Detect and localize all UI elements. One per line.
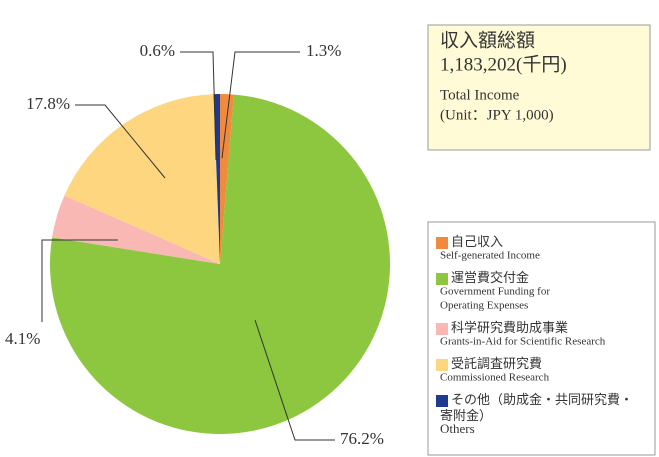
- leader-line: [180, 51, 217, 161]
- leader-line: [221, 51, 300, 159]
- pie-slice: [52, 195, 220, 264]
- legend-swatch: [436, 395, 448, 407]
- legend-swatch: [436, 323, 448, 335]
- legend-box: [427, 221, 656, 456]
- legend-label-en: Government Funding for: [440, 286, 550, 298]
- info-box: [427, 24, 651, 151]
- leader-line: [75, 104, 166, 179]
- pie-slice: [64, 94, 221, 264]
- legend-label-en: Grants-in-Aid for Scientific Research: [440, 336, 606, 348]
- data-label: 0.6%: [140, 41, 175, 60]
- legend-label: 受託調査研究費: [451, 356, 542, 371]
- info-text: (Unit：JPY 1,000): [440, 107, 554, 123]
- data-label: 76.2%: [340, 429, 384, 448]
- legend-label-en: Self-generated Income: [440, 250, 540, 262]
- legend-label-en: Commissioned Research: [440, 372, 550, 384]
- legend-label: 運営費交付金: [451, 270, 529, 285]
- legend-label-en: Operating Expenses: [440, 300, 528, 312]
- legend-label: その他（助成金・共同研究費・: [451, 392, 633, 407]
- data-label: 4.1%: [5, 329, 40, 348]
- pie-slice: [49, 94, 391, 434]
- data-label: 1.3%: [306, 41, 341, 60]
- legend-label-en: Others: [440, 421, 475, 436]
- legend-label: 寄附金）: [440, 408, 492, 423]
- legend-label: 自己収入: [451, 234, 503, 249]
- legend-label: 科学研究費助成事業: [451, 320, 568, 335]
- legend-swatch: [436, 359, 448, 371]
- info-text: 1,183,202(千円): [440, 53, 567, 75]
- data-label: 17.8%: [26, 94, 70, 113]
- leader-line: [41, 239, 118, 322]
- info-text: Total Income: [440, 87, 520, 103]
- legend-swatch: [436, 273, 448, 285]
- pie-slice: [220, 94, 234, 264]
- info-text: 収入額総額: [440, 29, 535, 51]
- leader-line: [254, 319, 335, 441]
- legend-swatch: [436, 237, 448, 249]
